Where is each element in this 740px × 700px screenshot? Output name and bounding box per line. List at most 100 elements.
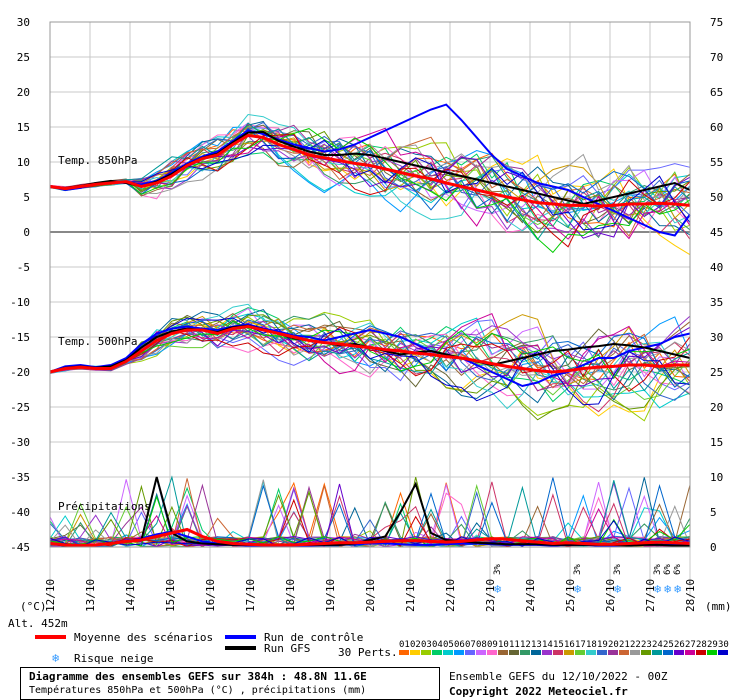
member-line-t850 [49, 128, 691, 254]
control-line-t500 [49, 323, 691, 388]
member-legend-label: 14 [542, 640, 553, 650]
member-line-t500 [49, 326, 691, 392]
member-legend-label: 29 [707, 640, 718, 650]
member-legend-label: 09 [487, 640, 498, 650]
y-left-tick-label: 10 [17, 156, 30, 169]
x-tick-label: 12/10 [44, 579, 57, 612]
footer-box: Diagramme des ensembles GEFS sur 384h : … [20, 667, 440, 700]
member-legend-swatch [454, 650, 464, 655]
legend-gfs-label: Run GFS [264, 642, 310, 655]
y-right-tick-label: 15 [710, 436, 723, 449]
member-legend-swatch [465, 650, 475, 655]
t500-panel-label: Temp. 500hPa [58, 335, 137, 348]
y-right-tick-label: 30 [710, 331, 723, 344]
x-tick-label: 22/10 [444, 579, 457, 612]
member-line-precip [49, 519, 691, 548]
snowflake-icon: ❄ [674, 582, 681, 596]
member-legend-label: 21 [619, 640, 630, 650]
y-right-tick-label: 25 [710, 366, 723, 379]
member-legend-label: 30 [718, 640, 729, 650]
y-left-tick-label: -10 [10, 296, 30, 309]
member-legend-label: 07 [465, 640, 476, 650]
member-legend-label: 15 [553, 640, 564, 650]
y-right-unit: (mm) [705, 600, 732, 613]
y-right-tick-label: 45 [710, 226, 723, 239]
precip-panel-label: Précipitations [58, 500, 151, 513]
member-line-t500 [49, 311, 691, 422]
member-legend-swatch [619, 650, 629, 655]
x-tick-label: 27/10 [644, 579, 657, 612]
member-legend-swatch [520, 650, 530, 655]
mean-line-precip [49, 527, 691, 548]
copyright: Copyright 2022 Meteociel.fr [449, 685, 628, 698]
member-legend-swatch [399, 650, 409, 655]
member-line-t500 [49, 317, 691, 406]
y-left-tick-label: -30 [10, 436, 30, 449]
plot-frame [49, 21, 691, 548]
member-legend-label: 19 [597, 640, 608, 650]
snow-risk-pct: 3% [613, 564, 623, 575]
y-left-tick-label: 0 [23, 226, 30, 239]
member-legend-label: 20 [608, 640, 619, 650]
member-legend-swatch [509, 650, 519, 655]
member-legend-swatch [718, 650, 728, 655]
member-legend-label: 26 [674, 640, 685, 650]
member-legend-swatch [663, 650, 673, 655]
y-left-tick-label: 15 [17, 121, 30, 134]
y-right-tick-label: 75 [710, 16, 723, 29]
member-legend-label: 28 [696, 640, 707, 650]
member-line-t850 [49, 124, 691, 216]
member-legend-label: 13 [531, 640, 542, 650]
snowflake-icon: ❄ [52, 651, 59, 665]
member-legend-swatch [498, 650, 508, 655]
member-legend-swatch [674, 650, 684, 655]
y-left-tick-label: 5 [23, 191, 30, 204]
altitude-label: Alt. 452m [8, 617, 68, 630]
member-line-t500 [49, 320, 691, 380]
member-line-t500 [49, 324, 691, 389]
member-legend-swatch [410, 650, 420, 655]
x-tick-label: 21/10 [404, 579, 417, 612]
member-legend-swatch [531, 650, 541, 655]
snowflake-icon: ❄ [614, 582, 621, 596]
y-left-tick-label: -20 [10, 366, 30, 379]
member-legend-swatch [487, 650, 497, 655]
legend-mean-label: Moyenne des scénarios [74, 631, 213, 644]
member-legend-label: 02 [410, 640, 421, 650]
member-line-t850 [49, 139, 691, 231]
x-tick-label: 24/10 [524, 579, 537, 612]
y-right-tick-label: 55 [710, 156, 723, 169]
member-legend-swatch [476, 650, 486, 655]
member-legend-label: 17 [575, 640, 586, 650]
x-tick-label: 19/10 [324, 579, 337, 612]
y-right-tick-label: 0 [710, 541, 717, 554]
main-series [49, 103, 691, 548]
y-right-tick-label: 70 [710, 51, 723, 64]
member-legend-label: 06 [454, 640, 465, 650]
member-legend-label: 27 [685, 640, 696, 650]
member-legend-label: 18 [586, 640, 597, 650]
mean-line-t500 [49, 324, 690, 374]
x-tick-label: 18/10 [284, 579, 297, 612]
member-legend-swatch [432, 650, 442, 655]
y-left-tick-label: -35 [10, 471, 30, 484]
member-legend-swatch [542, 650, 552, 655]
legend-snow-label: Risque neige [74, 652, 153, 665]
member-legend-swatch [707, 650, 717, 655]
member-legend-swatch [641, 650, 651, 655]
member-legend-swatch [608, 650, 618, 655]
member-legend-label: 08 [476, 640, 487, 650]
member-legend-label: 25 [663, 640, 674, 650]
y-left-tick-label: 20 [17, 86, 30, 99]
member-legend-label: 24 [652, 640, 663, 650]
member-legend-label: 03 [421, 640, 432, 650]
snowflake-icon: ❄ [574, 582, 581, 596]
snow-risk-pct: 3% [653, 564, 663, 575]
x-tick-label: 16/10 [204, 579, 217, 612]
snowflake-icon: ❄ [664, 582, 671, 596]
x-tick-label: 20/10 [364, 579, 377, 612]
snowflake-icon: ❄ [494, 582, 501, 596]
member-legend-swatch [652, 650, 662, 655]
member-legend-swatch [553, 650, 563, 655]
x-tick-label: 17/10 [244, 579, 257, 612]
